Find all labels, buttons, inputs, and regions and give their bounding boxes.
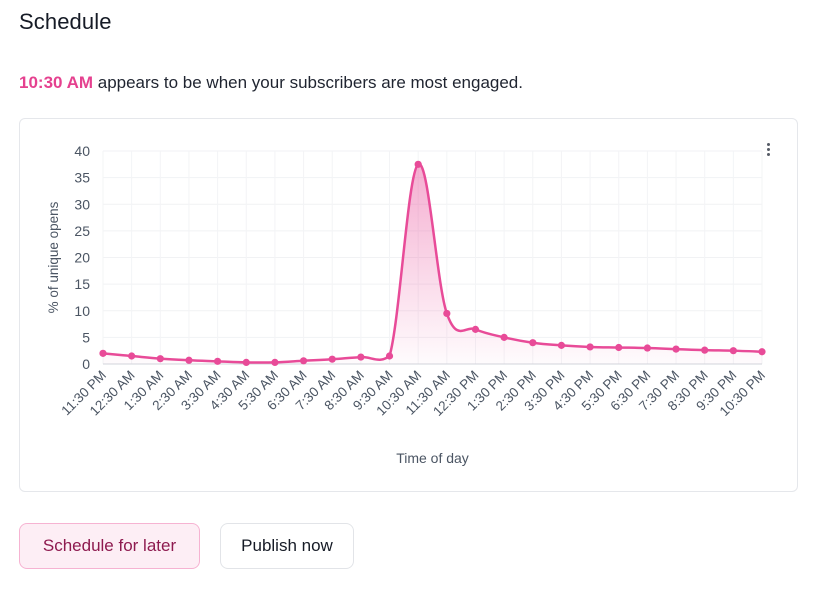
y-tick-label: 40 [74,143,90,159]
data-point [471,325,480,333]
data-point [414,160,422,168]
data-point [701,346,709,354]
data-point [185,356,193,364]
data-point [557,341,566,349]
engagement-chart-card: 0 5 10 15 20 25 30 35 40 11:30 PM 12:30 AM 1:30 AM 2… [19,118,798,492]
data-point [643,344,651,352]
data-point [443,309,451,318]
y-tick-label: 25 [74,223,90,239]
data-point [729,347,737,355]
data-point [214,357,222,365]
peak-time: 10:30 AM [19,73,94,92]
x-axis-title: Time of day [396,450,469,466]
data-point [128,352,136,360]
data-point [758,348,766,356]
data-point [328,355,336,363]
engagement-insight: 10:30 AM appears to be when your subscri… [19,73,523,93]
area-fill [103,163,762,364]
publish-now-button[interactable]: Publish now [220,523,354,569]
y-tick-label: 0 [82,356,90,372]
data-point [156,355,164,363]
data-point [242,358,250,367]
y-tick-label: 15 [74,276,90,292]
y-tick-label: 5 [82,329,90,345]
data-point [271,358,279,367]
y-tick-label: 30 [74,196,90,212]
data-point [99,349,107,357]
data-point [672,345,680,353]
page-title: Schedule [19,9,112,34]
y-tick-label: 20 [74,250,90,266]
data-point [385,352,394,360]
data-point [615,343,623,352]
y-tick-label: 10 [74,303,90,319]
y-axis-title: % of unique opens [46,201,61,313]
data-point [586,343,594,351]
data-point [500,333,508,341]
data-point [529,339,537,347]
schedule-for-later-button[interactable]: Schedule for later [19,523,200,569]
data-point [357,353,365,361]
y-tick-label: 35 [74,170,90,186]
insight-text: appears to be when your subscribers are … [93,73,523,92]
chart-menu-icon[interactable] [760,143,776,161]
data-point [299,357,308,365]
